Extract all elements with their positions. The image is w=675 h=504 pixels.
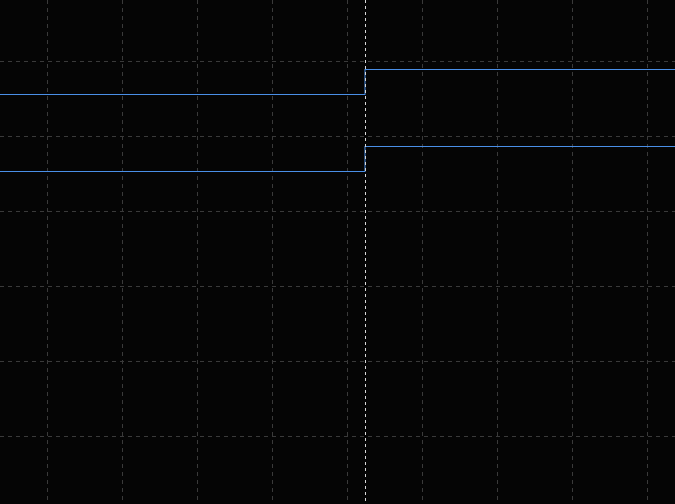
signal-trace-1: [0, 69, 675, 95]
